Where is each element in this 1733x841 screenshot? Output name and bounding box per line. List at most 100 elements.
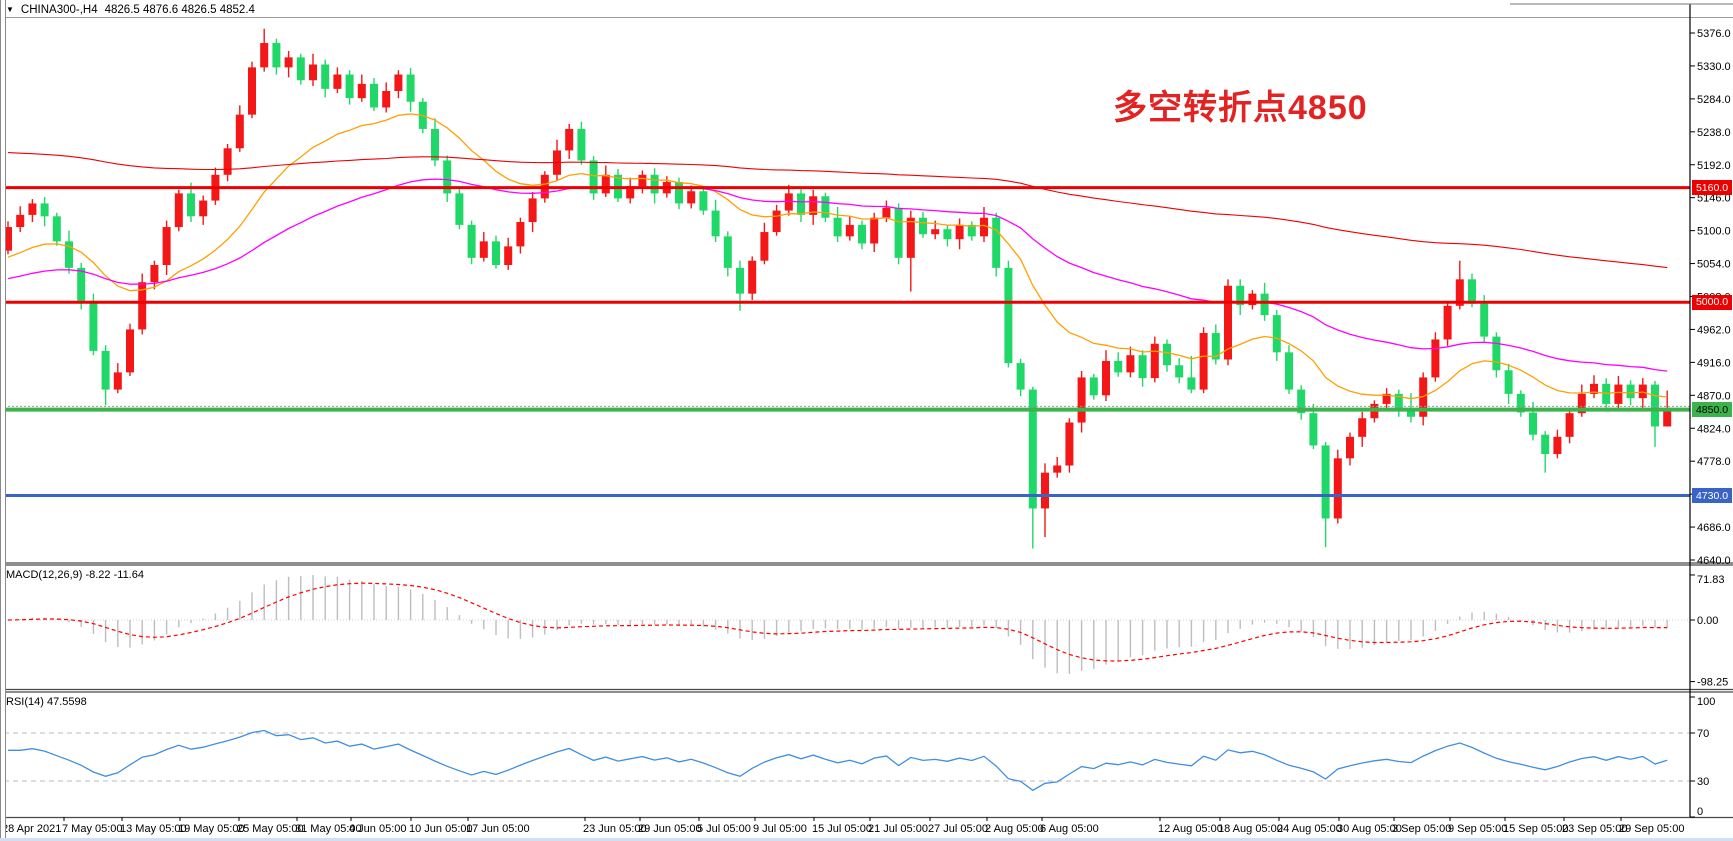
- candle-down: [736, 267, 744, 294]
- candle-up: [809, 196, 818, 215]
- rsi-axis-label: 0: [1697, 806, 1703, 818]
- candle-down: [1285, 352, 1293, 390]
- time-label: 12 Aug 05:00: [1158, 823, 1223, 835]
- candle-down: [699, 191, 708, 211]
- candle-down: [919, 217, 927, 235]
- candle-down: [1114, 360, 1123, 373]
- candle-up: [1126, 355, 1135, 373]
- candle-up: [1346, 436, 1354, 459]
- price-tick-label: 4824.0: [1697, 423, 1731, 435]
- candle-down: [1028, 389, 1037, 509]
- candle-up: [1224, 285, 1232, 360]
- collapse-icon[interactable]: ▼: [6, 5, 14, 14]
- price-tick-label: 5192.0: [1697, 160, 1731, 172]
- rsi-axis-label: 30: [1697, 776, 1709, 788]
- price-tick-label: 5284.0: [1697, 94, 1731, 106]
- candle-up: [1565, 413, 1574, 437]
- time-label: 23 Sep 05:00: [1562, 823, 1627, 835]
- rsi-line: [8, 729, 1668, 792]
- candle-down: [833, 217, 842, 237]
- candle-down: [1016, 363, 1025, 390]
- time-label: 9 Sep 05:00: [1448, 823, 1507, 835]
- candle-up: [980, 217, 988, 237]
- candle-up: [626, 186, 635, 199]
- ma-slow-red: [7, 152, 1668, 269]
- time-label: 7 May 05:00: [62, 823, 123, 835]
- time-label: 21 Jul 05:00: [868, 823, 928, 835]
- candle-up: [28, 203, 37, 215]
- price-tick-label: 5146.0: [1697, 193, 1731, 205]
- candle-down: [52, 216, 61, 242]
- candle-up: [504, 246, 513, 265]
- candle-down: [1407, 409, 1415, 417]
- candle-down: [1321, 445, 1330, 519]
- time-label: 17 Jun 05:00: [466, 823, 530, 835]
- candle-down: [577, 128, 586, 161]
- candle-up: [772, 210, 781, 233]
- time-label: 28 Apr 2021: [2, 823, 61, 835]
- candle-down: [443, 160, 452, 194]
- candle-up: [1199, 333, 1208, 390]
- candle-up: [1614, 384, 1623, 404]
- price-badge-5000.0: 5000.0: [1692, 294, 1732, 310]
- candle-up: [1150, 343, 1159, 379]
- window-bottom-edge: [0, 838, 1733, 841]
- candle-down: [1626, 384, 1635, 399]
- candle-up: [113, 372, 122, 390]
- macd-indicator-label: MACD(12,26,9) -8.22 -11.64: [6, 569, 144, 581]
- candle-down: [1175, 365, 1184, 378]
- ma-fast-orange: [7, 113, 1668, 400]
- price-tick-label: 5376.0: [1697, 28, 1731, 40]
- candle-up: [260, 43, 269, 68]
- candle-down: [89, 300, 98, 351]
- ohlc-values: 4826.5 4876.6 4826.5 4852.4: [104, 4, 255, 16]
- price-tick-label: 5054.0: [1697, 259, 1731, 271]
- time-label: 13 May 05:00: [120, 823, 187, 835]
- price-tick-label: 5100.0: [1697, 226, 1731, 238]
- candle-down: [650, 174, 659, 194]
- candle-up: [394, 74, 403, 91]
- price-tick-label: 4640.0: [1697, 555, 1731, 567]
- candle-up: [309, 64, 317, 81]
- price-badge-4730.0: 4730.0: [1692, 488, 1732, 504]
- macd-axis-label: 71.83: [1697, 574, 1725, 586]
- candle-down: [711, 210, 720, 237]
- candle-up: [687, 191, 696, 204]
- macd-signal-line: [7, 582, 1668, 662]
- candle-up: [1663, 407, 1672, 427]
- candle-up: [784, 193, 793, 211]
- candle-down: [1163, 343, 1171, 366]
- candle-down: [1236, 285, 1245, 306]
- candle-down: [370, 83, 378, 108]
- candle-up: [1590, 383, 1598, 394]
- candle-up: [199, 200, 208, 217]
- candle-down: [467, 224, 476, 258]
- price-tick-label: 4916.0: [1697, 357, 1731, 369]
- rsi-indicator-label: RSI(14) 47.5598: [6, 696, 87, 708]
- candle-down: [797, 193, 805, 215]
- ma-mid-magenta: [7, 178, 1668, 372]
- candle-down: [1138, 355, 1147, 379]
- candle-up: [479, 241, 488, 258]
- time-label: 2 Aug 05:00: [985, 823, 1044, 835]
- candle-up: [565, 128, 574, 151]
- candle-up: [1041, 472, 1049, 509]
- candle-down: [455, 193, 464, 225]
- time-label: 27 Jul 05:00: [928, 823, 988, 835]
- candle-up: [1382, 393, 1391, 404]
- candle-down: [1651, 384, 1659, 427]
- price-tick-label: 4962.0: [1697, 324, 1731, 336]
- candle-up: [357, 83, 366, 99]
- candle-down: [1529, 412, 1537, 435]
- candle-up: [1102, 360, 1110, 396]
- candle-up: [516, 222, 525, 247]
- candle-up: [382, 90, 391, 108]
- time-label: 25 May 05:00: [237, 823, 304, 835]
- candle-down: [1468, 279, 1476, 304]
- candle-down: [296, 57, 305, 81]
- candle-up: [955, 224, 964, 240]
- candle-up: [126, 329, 134, 373]
- time-label: 30 Aug 05:00: [1337, 823, 1402, 835]
